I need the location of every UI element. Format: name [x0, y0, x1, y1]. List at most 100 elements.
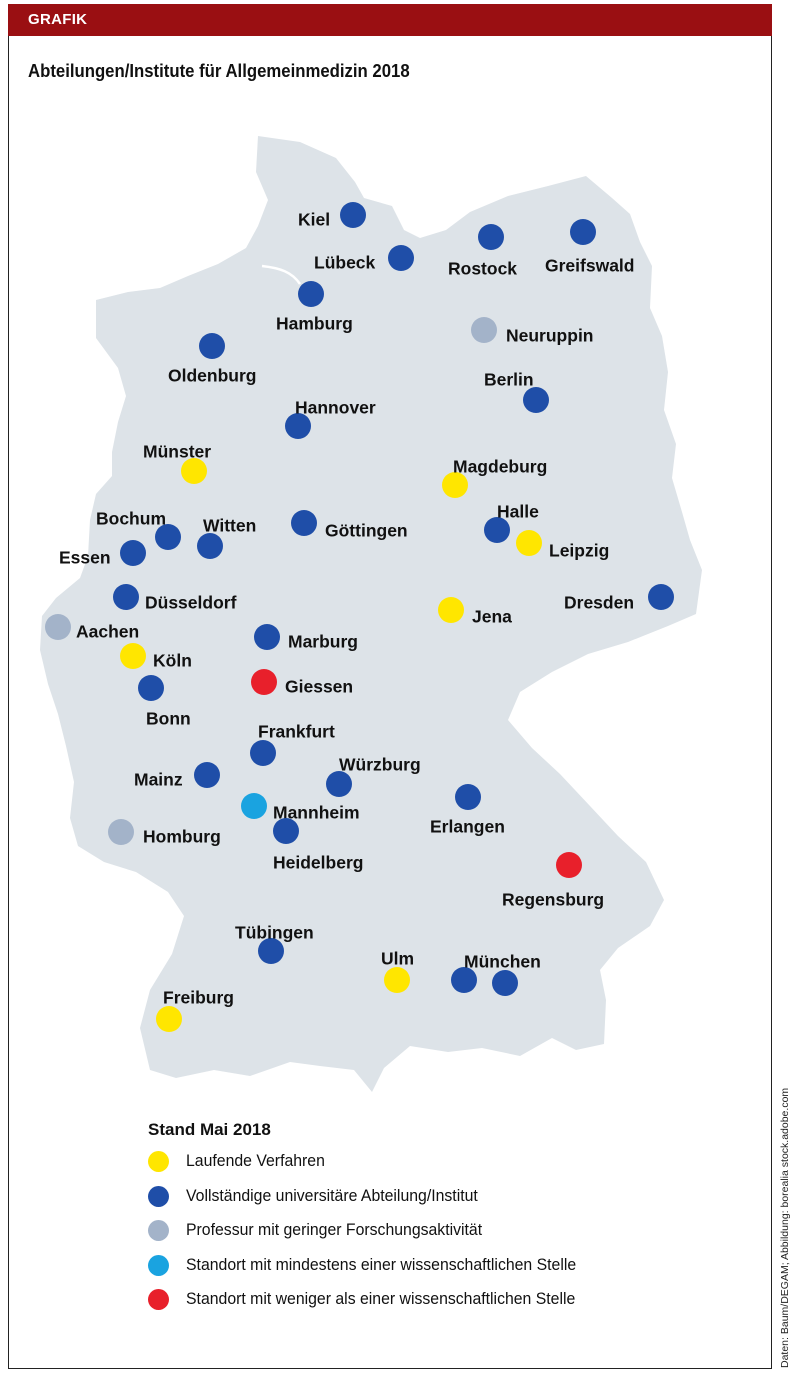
city-dot-vollstaendig [451, 967, 477, 993]
legend-label: Professur mit geringer Forschungsaktivit… [186, 1220, 483, 1239]
city-label: Leipzig [549, 541, 609, 561]
city-label: Oldenburg [168, 366, 256, 386]
legend-dot-grey [148, 1220, 169, 1241]
city-dot-vollstaendig [570, 219, 596, 245]
city-dot-professur [108, 819, 134, 845]
city-dot-vollstaendig [455, 784, 481, 810]
city-dot-weniger [251, 669, 277, 695]
legend-item-weniger: Standort mit weniger als einer wissensch… [148, 1287, 575, 1322]
city-label: Ulm [381, 949, 414, 969]
city-dot-vollstaendig [298, 281, 324, 307]
city-dot-professur [471, 317, 497, 343]
city-label: Mannheim [273, 803, 360, 823]
city-label: Berlin [484, 370, 534, 390]
city-dot-vollstaendig [340, 202, 366, 228]
source-credit: Daten: Baum/DEGAM; Abbildung: borealia s… [779, 1087, 791, 1368]
legend-item-mindestens: Standort mit mindestens einer wissenscha… [148, 1253, 576, 1288]
city-label: Essen [59, 548, 111, 568]
city-label: München [464, 952, 541, 972]
city-label: Aachen [76, 622, 139, 642]
legend-label: Standort mit mindestens einer wissenscha… [186, 1254, 577, 1274]
city-dot-vollstaendig [197, 533, 223, 559]
city-label: Jena [472, 607, 512, 627]
city-dot-vollstaendig [120, 540, 146, 566]
city-dot-laufend [438, 597, 464, 623]
legend-dot-red [148, 1289, 169, 1310]
city-dot-laufend [181, 458, 207, 484]
city-dot-vollstaendig [194, 762, 220, 788]
elbe-river [261, 264, 302, 285]
city-label: Frankfurt [258, 722, 335, 742]
city-label: Witten [203, 516, 256, 536]
city-dot-laufend [442, 472, 468, 498]
city-label: Bonn [146, 709, 191, 729]
city-label: Lübeck [314, 253, 376, 273]
city-dot-vollstaendig [648, 584, 674, 610]
city-dot-vollstaendig [484, 517, 510, 543]
legend-label: Laufende Verfahren [186, 1151, 325, 1170]
city-dot-vollstaendig [478, 224, 504, 250]
city-label: Halle [497, 502, 539, 522]
city-label: Hannover [295, 398, 376, 418]
city-label: Dresden [564, 593, 634, 613]
city-label: Mainz [134, 770, 183, 790]
map-title: Abteilungen/Institute für Allgemeinmediz… [28, 61, 410, 81]
city-label: Hamburg [276, 314, 353, 334]
city-dot-vollstaendig [258, 938, 284, 964]
city-dot-vollstaendig [492, 970, 518, 996]
city-label: Tübingen [235, 923, 314, 943]
city-dot-vollstaendig [113, 584, 139, 610]
city-dot-vollstaendig [138, 675, 164, 701]
header-label: GRAFIK [28, 11, 88, 28]
city-label: Erlangen [430, 817, 505, 837]
city-dot-vollstaendig [326, 771, 352, 797]
city-dot-laufend [156, 1006, 182, 1032]
city-dot-vollstaendig [285, 413, 311, 439]
city-label: Göttingen [325, 521, 408, 541]
city-label: Giessen [285, 677, 353, 697]
germany-land [40, 136, 702, 1092]
legend-item-laufend: Laufende Verfahren [148, 1149, 325, 1184]
legend-dot-light-blue [148, 1254, 169, 1276]
city-dot-professur [45, 614, 71, 640]
city-dot-laufend [120, 643, 146, 669]
city-dot-laufend [516, 530, 542, 556]
city-label: Homburg [143, 827, 221, 847]
city-marks: Kiel Lübeck Rostock Greifswald Hamburg Neurup… [45, 202, 674, 1032]
city-label: Würzburg [339, 755, 421, 775]
city-dot-laufend [384, 967, 410, 993]
city-label: Greifswald [545, 256, 634, 276]
legend-item-professur: Professur mit geringer Forschungsaktivit… [148, 1218, 482, 1253]
city-label: Düsseldorf [145, 593, 237, 613]
city-dot-vollstaendig [523, 387, 549, 413]
city-dot-vollstaendig [250, 740, 276, 766]
city-dot-vollstaendig [199, 333, 225, 359]
city-label: Freiburg [163, 988, 234, 1008]
city-label: Heidelberg [273, 853, 363, 873]
city-label: Köln [153, 651, 192, 671]
city-dot-vollstaendig [273, 818, 299, 844]
city-label: Magdeburg [453, 457, 547, 477]
city-label: Bochum [96, 509, 166, 529]
legend-item-vollstaendig: Vollständige universitäre Abteilung/Inst… [148, 1184, 478, 1219]
legend-dot-dark-blue [148, 1185, 169, 1207]
city-label: Marburg [288, 632, 358, 652]
city-dot-vollstaendig [254, 624, 280, 650]
city-dot-vollstaendig [291, 510, 317, 536]
city-label: Kiel [298, 210, 330, 230]
legend-label: Vollständige universitäre Abteilung/Inst… [186, 1185, 478, 1205]
legend-title: Stand Mai 2018 [148, 1120, 271, 1139]
city-label: Münster [143, 442, 211, 462]
city-dot-vollstaendig [155, 524, 181, 550]
legend-dot-yellow [148, 1151, 169, 1172]
city-dot-mindestens [241, 793, 267, 819]
city-dot-weniger [556, 852, 582, 878]
legend-label: Standort mit weniger als einer wissensch… [186, 1289, 576, 1308]
city-label: Regensburg [502, 890, 604, 910]
legend: Stand Mai 2018 Laufende Verfahren Vollst… [148, 1120, 576, 1322]
city-label: Rostock [448, 259, 517, 279]
header-bar [8, 4, 772, 36]
city-label: Neuruppin [506, 326, 594, 346]
city-dot-vollstaendig [388, 245, 414, 271]
